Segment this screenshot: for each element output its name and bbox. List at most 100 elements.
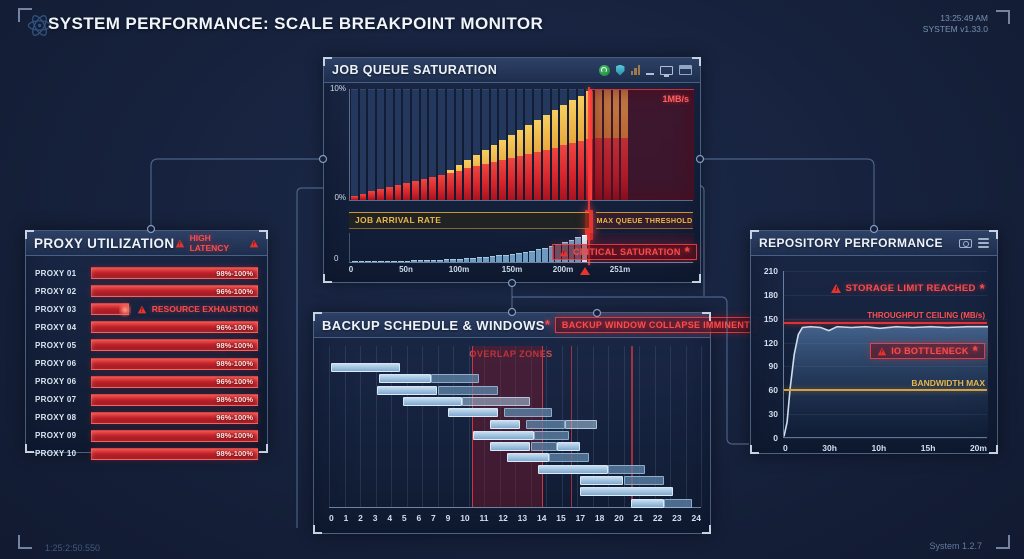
throughput-ceiling-label: THROUGHPUT CEILING (MB/s) bbox=[867, 310, 985, 320]
refresh-status-icon[interactable] bbox=[598, 64, 610, 76]
repo-x-axis: 0 30h 10h 15h 20m bbox=[783, 443, 987, 453]
gantt-gridline bbox=[484, 346, 485, 507]
mini-x-axis: 0 50n 100m 150m 200m 251m bbox=[349, 265, 693, 277]
repository-title: REPOSITORY PERFORMANCE bbox=[759, 236, 943, 250]
panel-corner bbox=[25, 444, 34, 453]
warning-triangle-icon bbox=[559, 248, 569, 256]
repository-header: REPOSITORY PERFORMANCE bbox=[751, 231, 997, 256]
warning-triangle-icon bbox=[137, 305, 146, 314]
bar-red-segment bbox=[446, 172, 454, 200]
proxy-label: PROXY 06 bbox=[35, 377, 77, 387]
saturation-bar bbox=[359, 89, 367, 200]
proxy-bar-track: 98%-100% bbox=[91, 339, 258, 352]
bandwidth-max-label: BANDWIDTH MAX bbox=[911, 378, 985, 389]
panel-corner bbox=[989, 230, 998, 239]
saturation-bar bbox=[560, 89, 567, 200]
gantt-x-tick: 21 bbox=[633, 513, 644, 523]
arrival-bar bbox=[516, 252, 522, 262]
proxy-row: PROXY 10 98%-100% bbox=[35, 445, 258, 463]
proxy-row: PROXY 06 96%-100% bbox=[35, 373, 258, 391]
saturation-bar bbox=[420, 89, 428, 200]
proxy-label: PROXY 09 bbox=[35, 431, 77, 441]
repo-gridline bbox=[784, 271, 987, 272]
proxy-bar-track: 98%-100% bbox=[91, 429, 258, 442]
job-queue-title: JOB QUEUE SATURATION bbox=[332, 63, 498, 77]
proxy-utilization-value: 98%-100% bbox=[216, 340, 253, 350]
gantt-x-tick: 13 bbox=[517, 513, 528, 523]
gantt-gridline bbox=[360, 346, 361, 507]
gantt-bar-segment bbox=[533, 430, 570, 440]
gantt-x-tick: 0 bbox=[329, 513, 334, 523]
frame-corner-bottom-right bbox=[996, 535, 1010, 549]
arrival-bar bbox=[457, 258, 463, 262]
monitor-icon[interactable] bbox=[660, 65, 673, 77]
repo-y-tick: 180 bbox=[763, 289, 778, 300]
panel-corner bbox=[692, 57, 701, 66]
saturation-bars bbox=[351, 89, 628, 200]
proxy-label: PROXY 07 bbox=[35, 395, 77, 405]
y-axis-max-label: 10% bbox=[329, 84, 346, 93]
burst-icon: * bbox=[684, 244, 690, 259]
gantt-bar-segment bbox=[631, 498, 664, 508]
repo-x-tick: 30h bbox=[822, 443, 837, 453]
job-queue-header: JOB QUEUE SATURATION bbox=[324, 58, 700, 83]
gantt-x-tick: 15 bbox=[556, 513, 566, 523]
gantt-bar-segment bbox=[431, 374, 480, 384]
proxy-row: PROXY 01 98%-100% bbox=[35, 264, 258, 282]
storage-limit-label: STORAGE LIMIT REACHED bbox=[845, 283, 976, 294]
bar-red-segment bbox=[516, 155, 524, 200]
proxy-utilization-value: 96%-100% bbox=[216, 322, 253, 332]
saturation-bar bbox=[507, 89, 515, 200]
proxy-label: PROXY 05 bbox=[35, 340, 77, 350]
gantt-x-tick: 23 bbox=[672, 513, 682, 523]
proxy-utilization-value: 98%-100% bbox=[216, 268, 253, 278]
frame-corner-top-right bbox=[996, 10, 1010, 24]
saturation-bar bbox=[377, 89, 384, 200]
arrival-bar bbox=[378, 261, 384, 262]
bar-red-segment bbox=[412, 180, 419, 200]
panel-corner bbox=[989, 445, 998, 454]
proxy-utilization-value: 96%-100% bbox=[216, 286, 253, 296]
database-icon[interactable] bbox=[978, 237, 989, 249]
repo-x-tick: 0 bbox=[783, 443, 788, 453]
camera-icon[interactable] bbox=[959, 238, 972, 248]
window-icon[interactable] bbox=[679, 65, 692, 75]
bar-red-segment bbox=[603, 138, 611, 200]
bar-red-segment bbox=[368, 191, 376, 200]
panel-corner bbox=[25, 230, 34, 239]
proxy-row: PROXY 07 98%-100% bbox=[35, 391, 258, 409]
bar-red-segment bbox=[534, 151, 541, 200]
bar-red-segment bbox=[473, 166, 480, 200]
arrival-bar bbox=[443, 259, 450, 262]
gantt-gridline bbox=[670, 346, 671, 507]
signal-bars-icon[interactable] bbox=[630, 65, 640, 75]
panel-corner bbox=[313, 525, 322, 534]
warning-triangle-icon bbox=[877, 347, 887, 355]
gantt-x-tick: 5 bbox=[401, 513, 407, 523]
bar-red-segment bbox=[394, 185, 402, 200]
mini-x-tick: 50n bbox=[399, 265, 413, 274]
panel-corner bbox=[323, 274, 332, 283]
gantt-gridline bbox=[437, 346, 439, 507]
minimize-icon[interactable] bbox=[646, 72, 654, 75]
saturation-bar bbox=[568, 89, 576, 200]
arrival-bar bbox=[502, 254, 509, 262]
saturation-bar bbox=[542, 89, 550, 200]
panel-corner bbox=[702, 525, 711, 534]
gantt-x-tick: 10 bbox=[460, 513, 470, 523]
warning-triangle-icon bbox=[175, 239, 184, 247]
io-bottleneck-label: IO BOTTLENECK bbox=[891, 346, 969, 356]
bar-red-segment bbox=[507, 157, 515, 200]
gantt-bar-segment bbox=[556, 442, 581, 452]
proxy-utilization-bar: 98%-100% bbox=[91, 339, 258, 352]
bar-red-segment bbox=[455, 170, 463, 200]
proxy-bar-track: RESOURCE EXHAUSTION bbox=[91, 301, 258, 320]
bar-red-segment bbox=[595, 138, 602, 200]
saturation-bar bbox=[499, 89, 506, 200]
mini-x-tick: 0 bbox=[348, 265, 354, 274]
shield-icon[interactable] bbox=[615, 64, 625, 76]
saturation-bar bbox=[490, 89, 498, 200]
gantt-bar-segment bbox=[490, 442, 531, 452]
backup-collapse-badge: BACKUP WINDOW COLLAPSE IMMINENT bbox=[554, 317, 758, 333]
repo-y-tick: 210 bbox=[763, 266, 778, 276]
